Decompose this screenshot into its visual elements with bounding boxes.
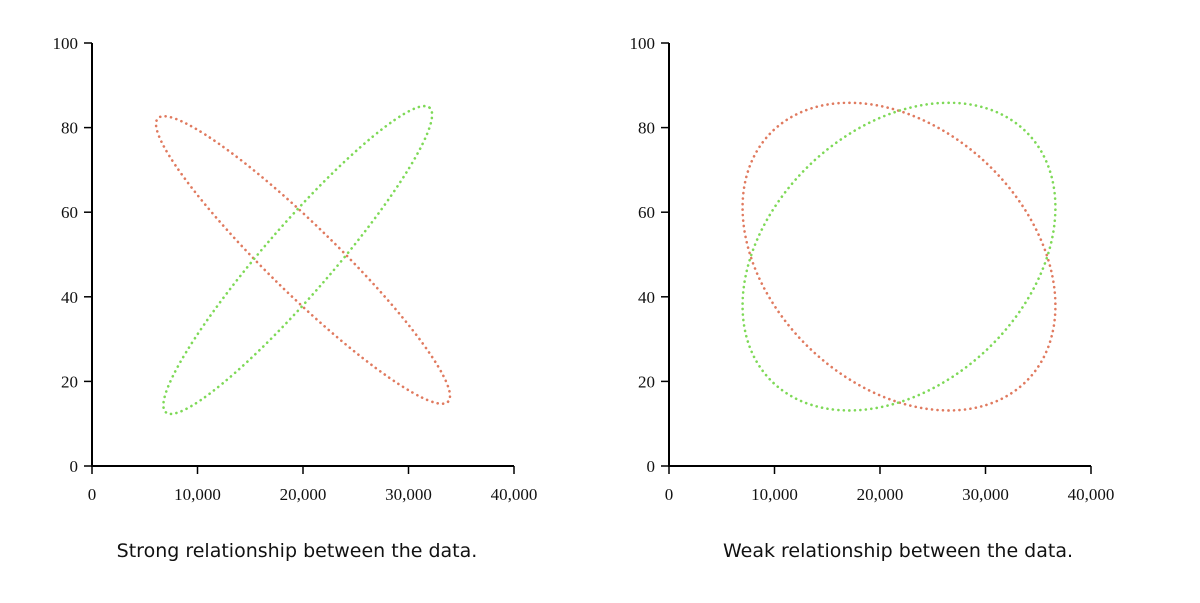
y-tick-label: 40 — [61, 288, 78, 307]
x-tick-label: 0 — [665, 485, 674, 504]
y-tick-label: 0 — [70, 457, 79, 476]
axis-lines — [668, 43, 1091, 467]
y-tick-label: 100 — [53, 34, 79, 53]
x-tick-label: 40,000 — [1068, 485, 1115, 504]
y-tick-label: 80 — [61, 119, 78, 138]
chart-caption: Weak relationship between the data. — [723, 540, 1073, 562]
x-tick-label: 30,000 — [385, 485, 432, 504]
y-tick-label: 100 — [630, 34, 656, 53]
y-tick-label: 60 — [61, 203, 78, 222]
y-tick-label: 80 — [638, 119, 655, 138]
y-tick-label: 60 — [638, 203, 655, 222]
x-tick-label: 20,000 — [280, 485, 327, 504]
data-ellipse-series-2 — [162, 104, 434, 416]
x-tick-label: 10,000 — [174, 485, 221, 504]
data-ellipse-series-2 — [741, 101, 1057, 412]
chart-panel-2: 0 20 40 60 80 100 0 10,000 20,000 30,000 40,000 Wea… — [630, 34, 1115, 562]
chart-caption: Strong relationship between the data. — [117, 540, 478, 562]
x-tick-label: 30,000 — [962, 485, 1009, 504]
x-tick-label: 20,000 — [857, 485, 904, 504]
y-tick-label: 20 — [638, 372, 655, 391]
x-tick-label: 40,000 — [491, 485, 538, 504]
x-tick-label: 10,000 — [751, 485, 798, 504]
axis-lines — [91, 43, 514, 467]
x-tick-label: 0 — [88, 485, 97, 504]
chart-panel-1: 0 20 40 60 80 100 0 10,000 20,000 30,000 40,000 Str… — [53, 34, 538, 562]
y-tick-label: 0 — [647, 457, 656, 476]
y-tick-label: 20 — [61, 372, 78, 391]
y-tick-label: 40 — [638, 288, 655, 307]
data-ellipse-series-1 — [154, 114, 452, 406]
data-ellipse-series-1 — [741, 101, 1057, 412]
